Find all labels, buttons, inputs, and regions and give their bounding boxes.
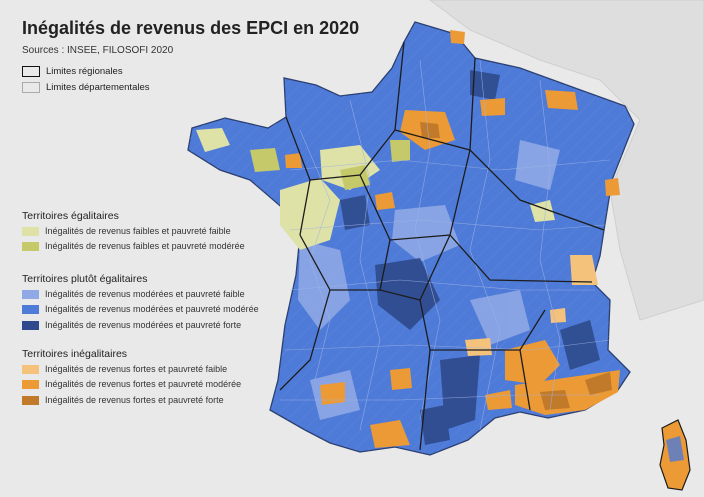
legend-item-label: Inégalités de revenus fortes et pauvreté… [45,364,228,374]
legend-group-title: Territoires inégalitaires [22,348,128,360]
legend-departmental-limits: Limites départementales [22,82,150,93]
legend-item: Inégalités de revenus fortes et pauvreté… [22,364,227,374]
regional-limits [279,41,605,451]
legend-group-title: Territoires plutôt égalitaires [22,273,148,285]
legend-item-label: Inégalités de revenus fortes et pauvreté… [45,379,242,389]
legend-swatch [22,364,39,374]
legend-swatch [22,226,39,236]
legend-item-label: Inégalités de revenus faibles et pauvret… [45,226,231,236]
departmental-limit-swatch [22,82,40,93]
legend-item-label: Inégalités de revenus modérées et pauvre… [45,304,259,314]
legend-item: Inégalités de revenus modérées et pauvre… [22,320,241,330]
corsica-north [666,436,684,462]
legend-group-title: Territoires égalitaires [22,210,119,222]
legend-swatch [22,241,39,251]
legend-item-label: Inégalités de revenus modérées et pauvre… [45,289,245,299]
legend-swatch [22,379,39,389]
legend-item: Inégalités de revenus faibles et pauvret… [22,241,245,251]
legend-item: Inégalités de revenus fortes et pauvreté… [22,395,224,405]
legend-item-label: Inégalités de revenus faibles et pauvret… [45,241,245,251]
departmental-limit-label: Limites départementales [46,82,150,93]
map-sources: Sources : INSEE, FILOSOFI 2020 [22,45,174,56]
legend-swatch [22,304,39,314]
legend-swatch [22,320,39,330]
legend-item-label: Inégalités de revenus modérées et pauvre… [45,320,242,330]
legend-swatch [22,395,39,405]
france-mainland [187,21,635,456]
legend-item: Inégalités de revenus modérées et pauvre… [22,289,245,299]
map-title: Inégalités de revenus des EPCI en 2020 [22,18,360,38]
legend-item: Inégalités de revenus fortes et pauvreté… [22,379,241,389]
legend-regional-limits: Limites régionales [22,66,123,77]
regional-limit-label: Limites régionales [46,66,123,77]
zones-high-inequality [285,30,620,448]
regional-limit-swatch [22,66,40,77]
zones-low-inequality [196,128,555,250]
legend-item: Inégalités de revenus faibles et pauvret… [22,226,231,236]
legend-item-label: Inégalités de revenus fortes et pauvreté… [45,395,224,405]
legend-swatch [22,289,39,299]
legend-item: Inégalités de revenus modérées et pauvre… [22,304,259,314]
zones-moderate-high-poverty [340,70,600,445]
departmental-limits [280,59,611,431]
